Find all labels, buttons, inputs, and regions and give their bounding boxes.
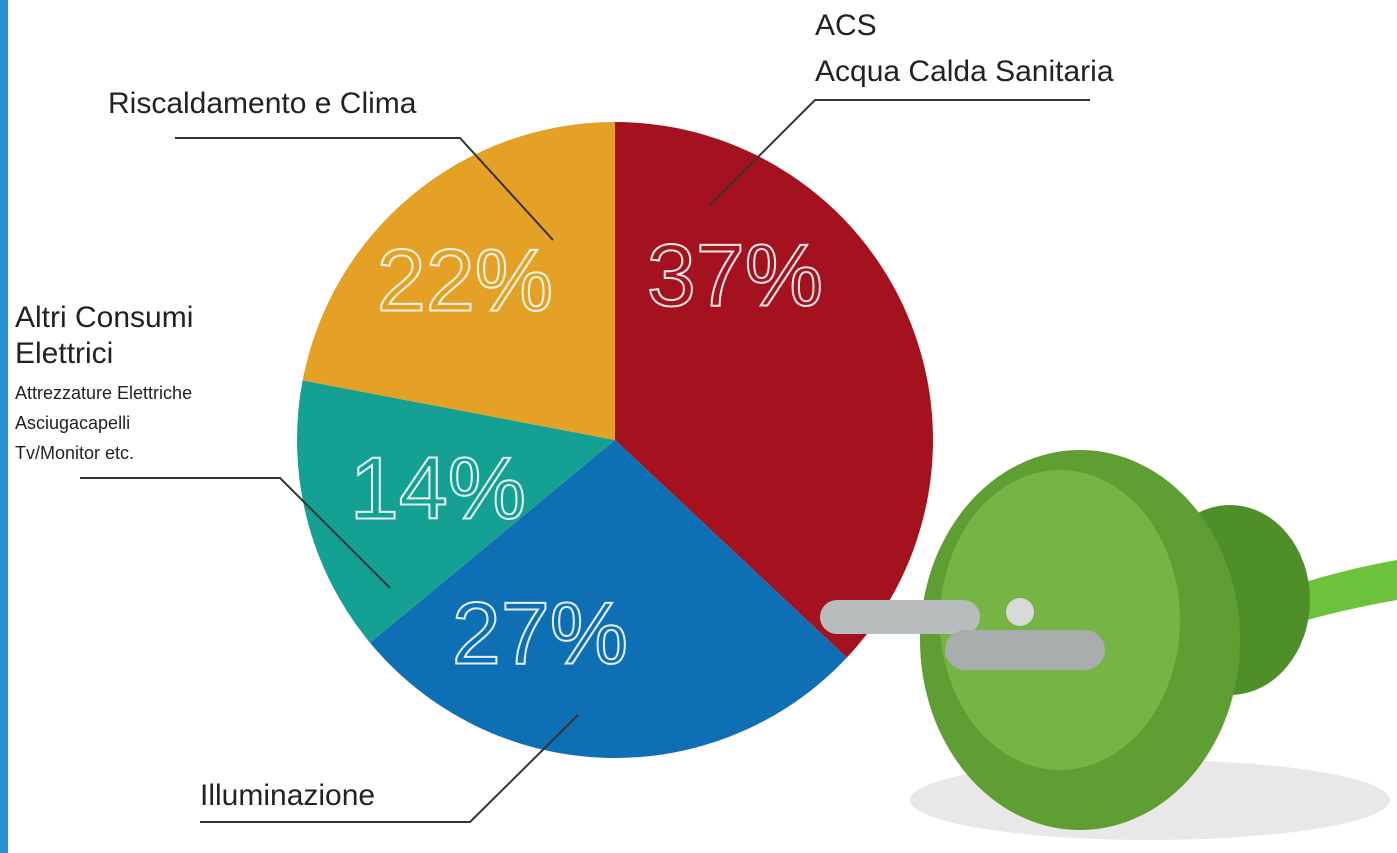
pie-slice [297, 380, 615, 643]
category-label: Riscaldamento e Clima [108, 87, 417, 120]
leader-lines [80, 99, 1090, 823]
category-label: Illuminazione [200, 779, 376, 812]
category-detail: Tv/Monitor etc. [15, 443, 135, 463]
category-label: ACS [815, 9, 877, 42]
category-label: Altri Consumi Elettrici [15, 301, 194, 370]
pie [297, 122, 933, 759]
value-label: 27% [452, 583, 628, 682]
value-label: 22% [377, 230, 553, 329]
pie-slice [369, 440, 847, 759]
category-subtitle: Acqua Calda Sanitaria [815, 55, 1114, 88]
value-label: 37% [647, 225, 823, 324]
pie-slice [302, 122, 615, 440]
value-label: 14% [350, 438, 526, 537]
pie-slice [615, 122, 933, 658]
value-labels: 37% 27% 14% 22% [349, 224, 824, 683]
category-detail: Attrezzature Elettriche [15, 383, 193, 403]
side-stripe [0, 0, 8, 853]
category-detail: Asciugacapelli [15, 413, 131, 433]
plug [820, 450, 1397, 840]
